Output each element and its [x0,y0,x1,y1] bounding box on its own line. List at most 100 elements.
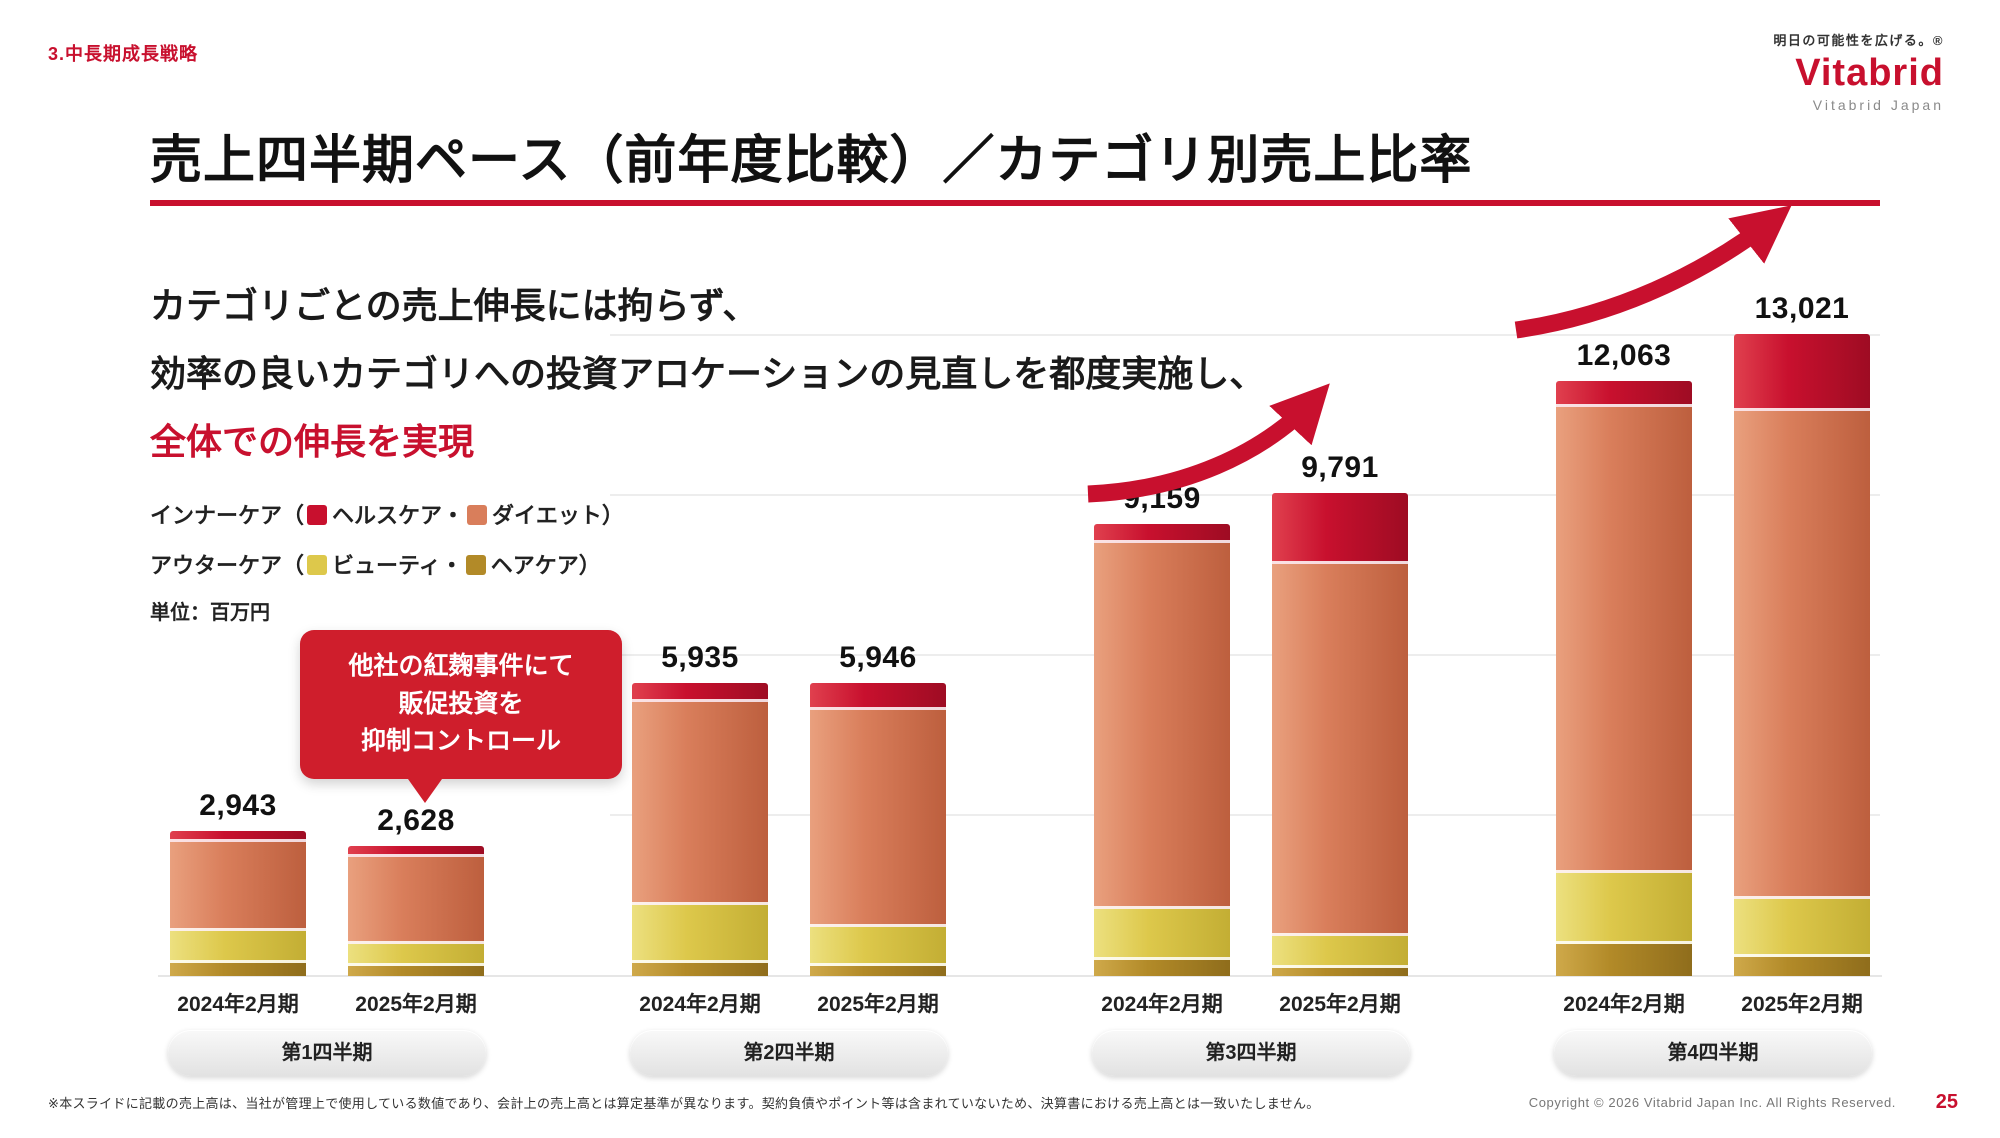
quarter-group: 9,159 2024年2月期 9,791 2025年2月期第3四半期 [1092,276,1410,1076]
quarter-group: 2,943 2024年2月期 2,628 2025年2月期第1四半期 [168,276,486,1076]
lead-line-2: 効率の良いカテゴリへの投資アロケーションの見直しを都度実施し、 [150,353,1266,394]
bar-segment-ヘルスケア [1272,493,1408,564]
bar-segment-ヘアケア [1556,943,1692,976]
bar-segment-ヘアケア [1094,960,1230,976]
bar-segment-ヘルスケア [632,683,768,703]
bar-x-label: 2025年2月期 [1741,993,1863,1016]
section-label: 3.中長期成長戦略 [48,44,199,64]
quarter-pill: 第2四半期 [630,1030,948,1076]
legend-label: ビューティ [332,553,441,578]
page-title: 売上四半期ペース（前年度比較）／カテゴリ別売上比率 [150,132,1473,190]
bar-segment-ヘアケア [170,963,306,976]
bar-segment-ヘアケア [810,965,946,976]
bar-segment-ヘルスケア [1556,381,1692,407]
bar-x-label: 2024年2月期 [1101,993,1223,1016]
callout-line-2: 販促投資を [398,689,524,718]
bar-x-label: 2025年2月期 [355,993,477,1016]
bar-segment-ヘルスケア [1094,524,1230,544]
stacked-bar [1272,493,1408,976]
bar-segment-ヘルスケア [1734,334,1870,412]
stacked-bar [348,846,484,976]
bar-x-label: 2024年2月期 [639,993,761,1016]
bar-segment-ダイエット [810,710,946,927]
bar-segment-ビューティ [1094,908,1230,961]
legend-chip-ダイエット [467,505,488,525]
bar-value-label: 13,021 [1754,292,1850,325]
bar-segment-ダイエット [170,841,306,932]
bar-segment-ダイエット [348,857,484,944]
bar-x-label: 2024年2月期 [177,993,299,1016]
legend-chip-ビューティ [307,555,328,575]
bar-segment-ヘルスケア [170,831,306,842]
legend-label: ダイエット [492,503,602,528]
bar-value-label: 2,943 [199,789,277,822]
quarter-pill: 第4四半期 [1554,1030,1872,1076]
bar-value-label: 9,159 [1123,482,1201,515]
quarterly-sales-chart: 2,943 2024年2月期 2,628 2025年2月期第1四半期 5,935 2024… [158,276,1882,1076]
quarter-group: 5,935 2024年2月期 5,946 2025年2月期第2四半期 [630,276,948,1076]
stacked-bar [1094,524,1230,976]
bar-value-label: 2,628 [377,804,455,837]
gridline [610,654,1880,656]
bar-segment-ヘルスケア [810,683,946,711]
bar-value-label: 5,946 [839,641,917,674]
bar-segment-ビューティ [170,931,306,964]
bar-segment-ビューティ [810,926,946,966]
bar-x-label: 2025年2月期 [817,993,939,1016]
legend: インナーケア（ ヘルスケア・ ダイエット） アウターケア（ ビューティ・ ヘアケア） [150,498,624,598]
legend-row: インナーケア（ ヘルスケア・ ダイエット） [150,503,624,528]
bar-segment-ヘアケア [348,966,484,976]
chart-groups: 2,943 2024年2月期 2,628 2025年2月期第1四半期 5,935 2024… [168,276,1872,1076]
bar-segment-ダイエット [1556,406,1692,874]
stacked-bar [170,831,306,976]
bar-segment-ビューティ [348,943,484,967]
lead-text: カテゴリごとの売上伸長には拘らず、 効率の良いカテゴリへの投資アロケーションの見… [150,272,1265,476]
stacked-bar [810,683,946,976]
bar-segment-ヘアケア [1272,968,1408,976]
legend-row: アウターケア（ ビューティ・ ヘアケア） [150,553,601,578]
title-underline [150,200,1880,206]
bar-segment-ダイエット [1272,563,1408,937]
bar-segment-ビューティ [1556,873,1692,944]
callout-line-3: 抑制コントロール [360,727,561,755]
bar-segment-ダイエット [1734,411,1870,899]
legend-label: ヘルスケア [332,503,443,528]
bar-column: 5,935 2024年2月期 [632,641,768,1016]
bar-segment-ヘアケア [1734,956,1870,976]
brand-logo: Vitabrid [1795,52,1944,94]
lead-line-1: カテゴリごとの売上伸長には拘らず、 [150,285,759,326]
gridline [610,334,1880,336]
legend-chip-ヘアケア [465,555,486,575]
stacked-bar [1734,334,1870,976]
copyright: Copyright © 2026 Vitabrid Japan Inc. All… [1528,1095,1896,1110]
bar-segment-ヘアケア [632,963,768,976]
bar-column: 13,021 2025年2月期 [1734,292,1870,1016]
bar-column: 12,063 2024年2月期 [1556,339,1692,1016]
bar-column: 9,791 2025年2月期 [1272,451,1408,1016]
legend-chip-ヘルスケア [307,505,328,525]
bar-segment-ダイエット [1094,543,1230,909]
bar-segment-ダイエット [632,702,768,906]
brand: 明日の可能性を広げる。® Vitabrid Vitabrid Japan [1773,30,1944,113]
callout-line-1: 他社の紅麹事件にて [348,652,574,680]
sales-callout: 他社の紅麹事件にて 販促投資を 抑制コントロール [300,630,622,802]
lead-line-3: 全体での伸長を実現 [150,421,475,462]
brand-tagline: 明日の可能性を広げる。® [1773,33,1944,48]
bar-x-label: 2025年2月期 [1279,993,1401,1016]
unit-label: 単位：百万円 [150,602,270,624]
bar-segment-ビューティ [1734,898,1870,957]
bar-column: 2,628 2025年2月期 [348,804,484,1016]
bar-column: 2,943 2024年2月期 [170,789,306,1016]
gridline [610,814,1880,816]
brand-logo-subtext: Vitabrid Japan [1812,96,1944,113]
bar-value-label: 5,935 [661,641,739,674]
legend-label: ヘアケア [490,553,579,578]
quarter-pill: 第3四半期 [1092,1030,1410,1076]
bar-segment-ヘルスケア [348,846,484,858]
bar-column: 5,946 2025年2月期 [810,641,946,1016]
quarter-pill: 第1四半期 [168,1030,486,1076]
bar-value-label: 12,063 [1576,339,1672,372]
bar-segment-ビューティ [1272,936,1408,969]
bar-x-label: 2024年2月期 [1563,993,1685,1016]
